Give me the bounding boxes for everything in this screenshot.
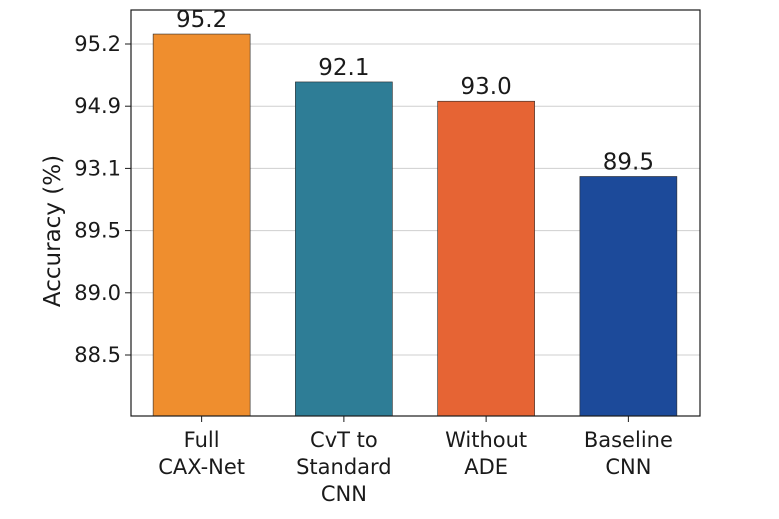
y-axis-title: Accuracy (%)	[40, 155, 66, 307]
x-tick-label: CAX-Net	[158, 455, 245, 479]
bar-value-label: 95.2	[176, 7, 227, 33]
y-tick-label: 89.5	[74, 219, 121, 243]
x-tick-labels: Full CAX-Net CvT to Standard CNN Without ADE Ba…	[158, 416, 673, 506]
y-tick-label: 94.9	[74, 94, 121, 118]
x-tick-label: Without	[445, 428, 527, 452]
bar-value-label: 93.0	[461, 74, 512, 100]
x-tick-label: Full	[184, 428, 220, 452]
y-tick-label: 89.0	[74, 281, 121, 305]
bar-value-label: 92.1	[318, 55, 369, 81]
bars	[152, 33, 678, 417]
y-tick-labels: 88.5 89.0 89.5 93.1 94.9 95.2	[74, 32, 131, 367]
x-tick-label: CvT to	[310, 428, 378, 452]
plot-frame	[130, 9, 701, 417]
x-tick-label: Baseline	[584, 428, 673, 452]
bar	[437, 100, 535, 417]
x-tick-label: CNN	[605, 455, 651, 479]
y-tick-label: 88.5	[74, 343, 121, 367]
bar	[579, 176, 678, 417]
x-tick-label: Standard	[296, 455, 392, 479]
bar-value-label: 89.5	[603, 149, 654, 175]
x-tick-label: CNN	[321, 482, 367, 506]
bar	[152, 33, 251, 417]
bar	[295, 81, 393, 417]
x-tick-label: ADE	[464, 455, 508, 479]
y-tick-label: 93.1	[74, 156, 121, 180]
y-tick-label: 95.2	[74, 32, 121, 56]
data-labels: 95.2 92.1 93.0 89.5	[176, 7, 654, 175]
